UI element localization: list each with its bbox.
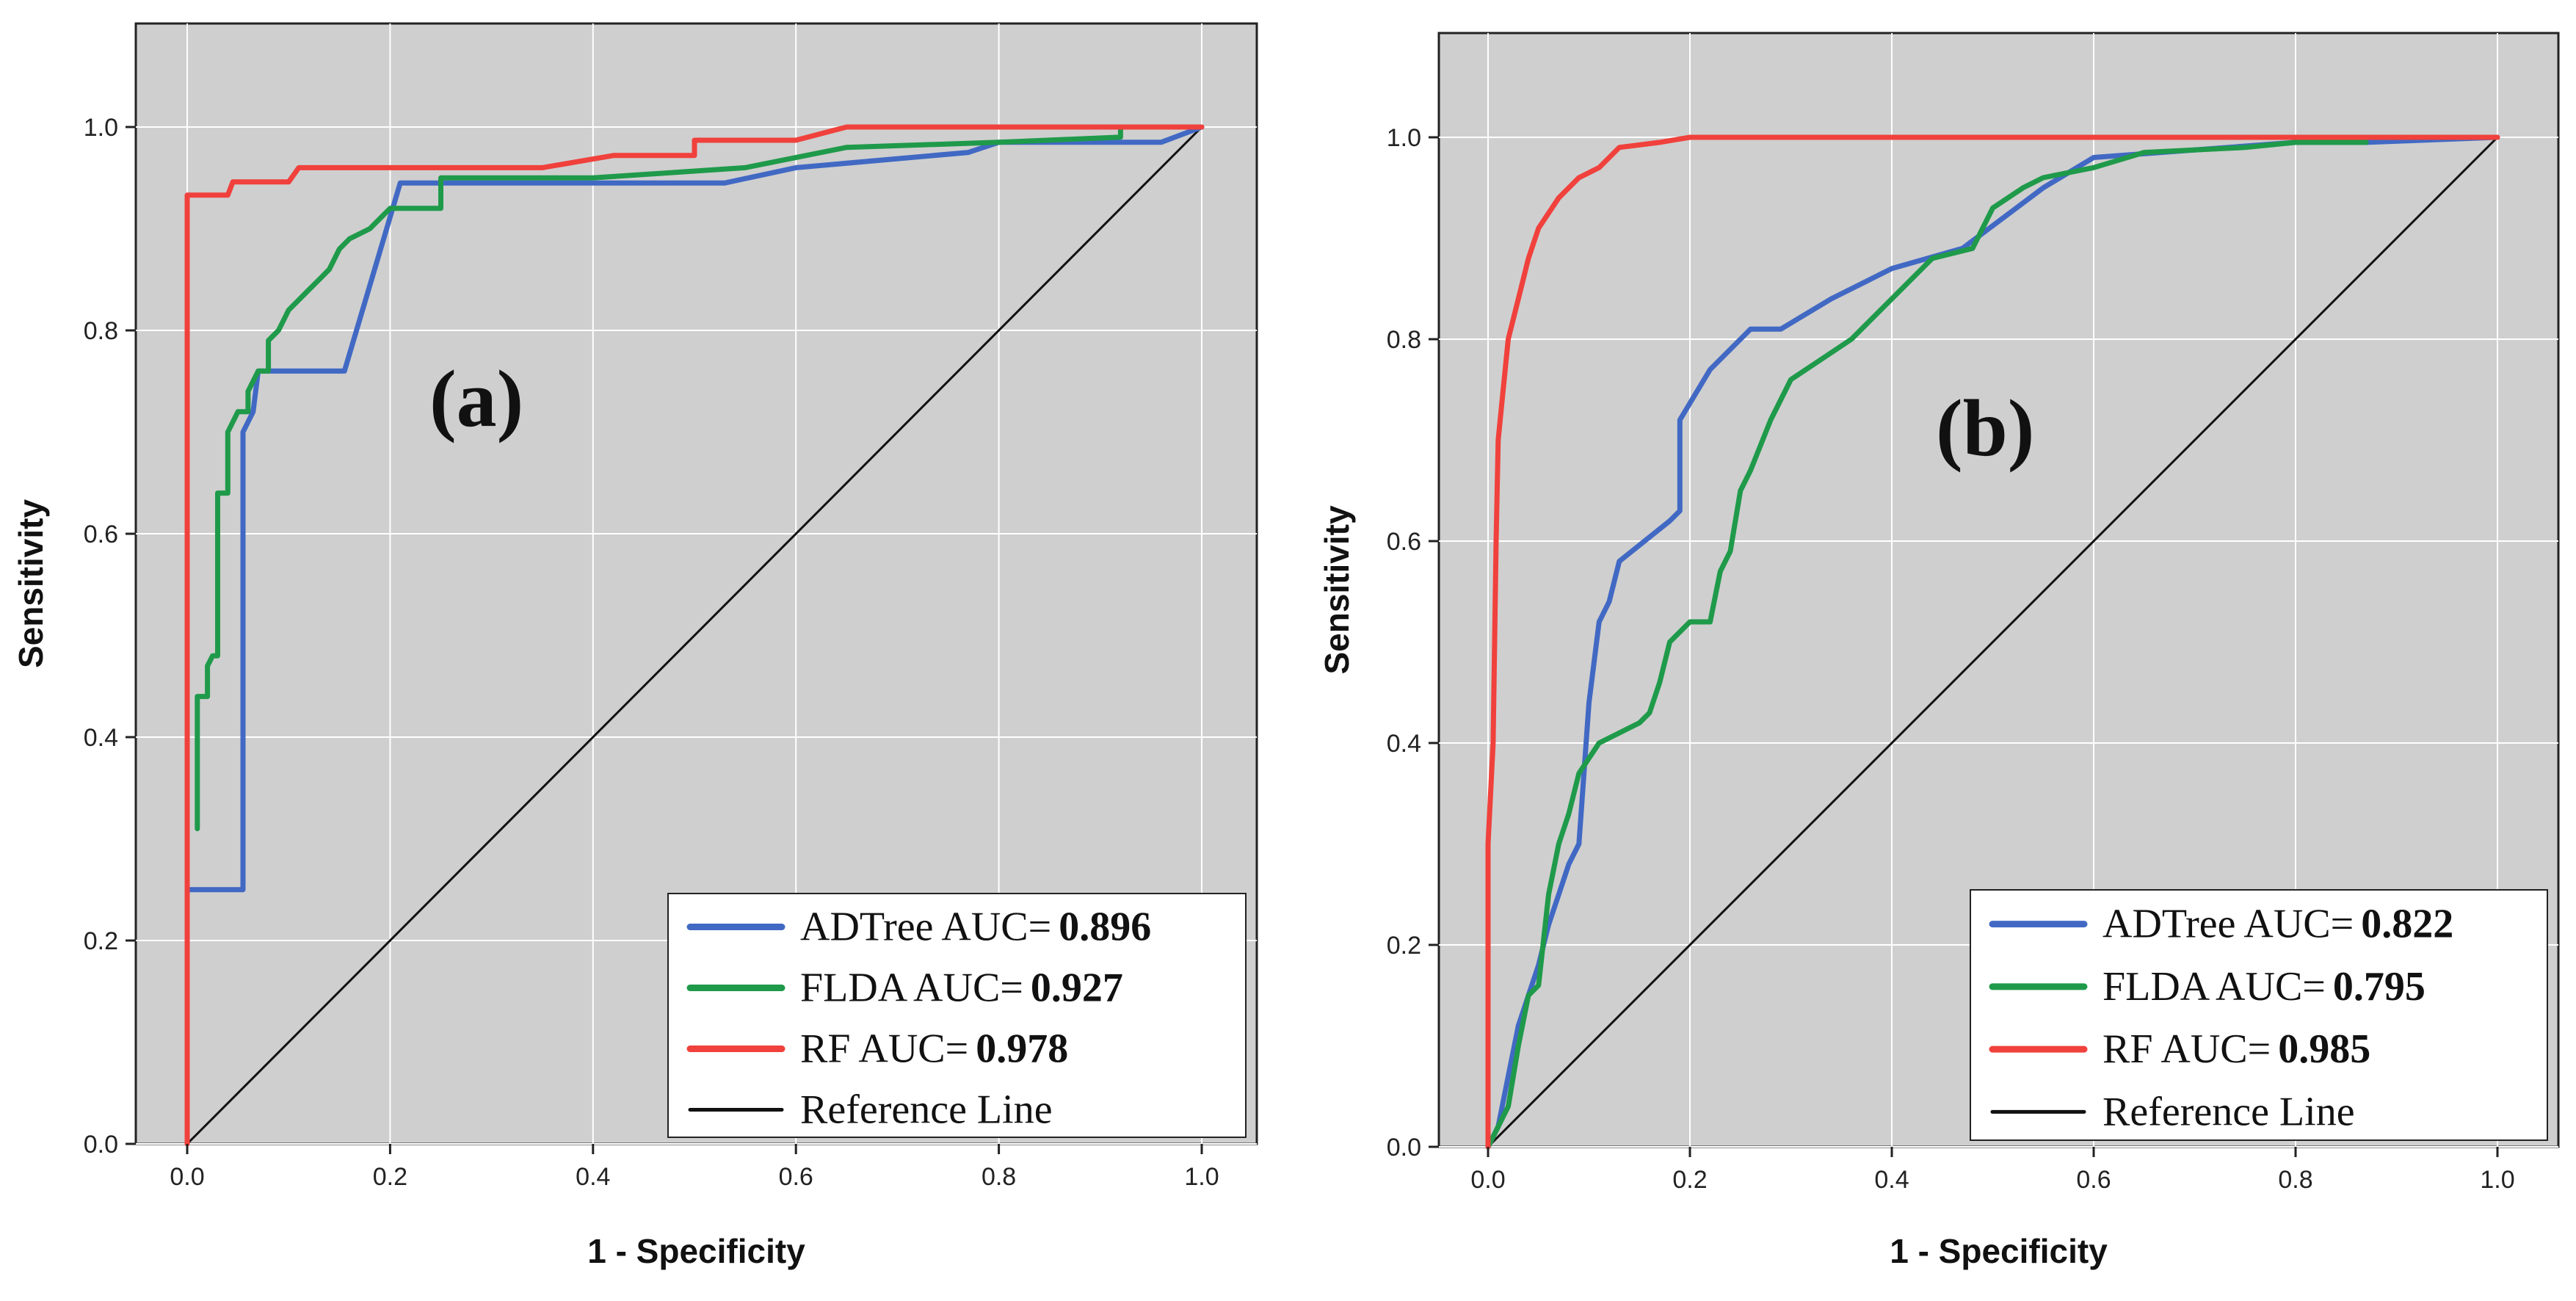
x-tick-label: 0.8 [2278,1166,2312,1194]
x-tick-label: 1.0 [1184,1163,1219,1191]
legend-label-flda: FLDA AUC= 0.927 [800,965,1123,1011]
x-tick-label: 0.4 [1874,1166,1909,1194]
legend-series-name: Reference Line [2102,1089,2355,1134]
y-tick-label: 0.2 [84,927,118,955]
panel-b-y-axis-title: Sensitivity [1318,505,1356,675]
rf-roc-line [184,124,1205,1147]
x-tick-label: 0.4 [576,1163,610,1191]
x-tick-label: 0.2 [1672,1166,1707,1194]
legend-auc-value: 0.985 [2278,1026,2370,1072]
legend-box [667,893,1247,1138]
rf-roc-line [1485,134,2500,1150]
x-tick-label: 0.8 [982,1163,1016,1191]
y-tick-label: 0.0 [1387,1134,1421,1162]
panel-a-label: (a) [429,354,523,443]
panel-b-x-axis-title: 1 - Specificity [1890,1232,2108,1270]
panel-a-y-axis-title: Sensitivity [12,499,50,669]
legend-label-rf: RF AUC= 0.978 [800,1026,1068,1072]
legend-label-reference-line: Reference Line [2102,1089,2355,1134]
y-tick-label: 0.0 [84,1131,118,1159]
panel-a-series [184,124,1205,1147]
reference-line-roc-line [1487,136,2499,1148]
y-tick-label: 0.8 [84,317,118,345]
x-tick-label: 0.6 [779,1163,813,1191]
x-tick-label: 1.0 [2480,1166,2514,1194]
flda-roc-line [195,124,1123,832]
legend-auc-value: 0.978 [976,1026,1068,1072]
legend-label-reference-line: Reference Line [800,1087,1053,1133]
legend-box [1970,889,2548,1141]
reference-line-roc-line [186,126,1203,1145]
legend-auc-value: 0.822 [2361,902,2453,947]
y-tick-label: 1.0 [1387,124,1421,152]
legend-series-name: RF AUC= [800,1026,968,1072]
y-tick-label: 0.4 [84,724,118,752]
legend-label-adtree: ADTree AUC= 0.896 [800,905,1151,950]
y-tick-label: 1.0 [84,114,118,142]
y-tick-label: 0.6 [1387,528,1421,556]
y-tick-label: 0.2 [1387,932,1421,960]
panel-b-label: (b) [1936,383,2034,473]
legend-series-name: Reference Line [800,1087,1053,1133]
panel-b-legend: ADTree AUC= 0.822 FLDA AUC= 0.795 RF AUC= 0.9… [1970,889,2548,1141]
panel-b-ticks: 0.0 0.2 0.4 0.6 0.8 1.0 0.0 0.2 0.4 0.6 0.8 1.0 [1387,124,2515,1194]
x-tick-label: 0.6 [2076,1166,2111,1194]
adtree-roc-line [1485,134,2500,1150]
flda-roc-line [1485,139,2369,1150]
legend-auc-value: 0.927 [1031,965,1123,1011]
y-tick-label: 0.4 [1387,730,1421,758]
panel-b-series [1485,134,2500,1150]
x-tick-label: 0.0 [170,1163,204,1191]
legend-series-name: RF AUC= [2102,1026,2271,1072]
panel-a-chart: 0.0 0.2 0.4 0.6 0.8 1.0 0.0 0.2 0.4 0.6 0.8 1.0 (a)… [12,22,1258,1270]
y-tick-label: 0.6 [84,521,118,548]
legend-auc-value: 0.896 [1059,905,1151,950]
x-tick-label: 0.2 [373,1163,407,1191]
x-tick-label: 0.0 [1470,1166,1505,1194]
panel-a-x-axis-title: 1 - Specificity [587,1232,805,1270]
legend-series-name: ADTree AUC= [2102,902,2354,947]
legend-series-name: FLDA AUC= [800,965,1023,1011]
legend-label-flda: FLDA AUC= 0.795 [2102,964,2426,1010]
legend-auc-value: 0.795 [2333,964,2426,1010]
panel-b-chart: 0.0 0.2 0.4 0.6 0.8 1.0 0.0 0.2 0.4 0.6 0.8 1.0 (b)… [1318,32,2560,1270]
legend-label-adtree: ADTree AUC= 0.822 [2102,902,2453,947]
legend-label-rf: RF AUC= 0.985 [2102,1026,2370,1072]
legend-series-name: ADTree AUC= [800,905,1051,950]
y-tick-label: 0.8 [1387,326,1421,354]
legend-series-name: FLDA AUC= [2102,964,2326,1010]
panel-a-ticks: 0.0 0.2 0.4 0.6 0.8 1.0 0.0 0.2 0.4 0.6 0.8 1.0 [84,114,1219,1191]
